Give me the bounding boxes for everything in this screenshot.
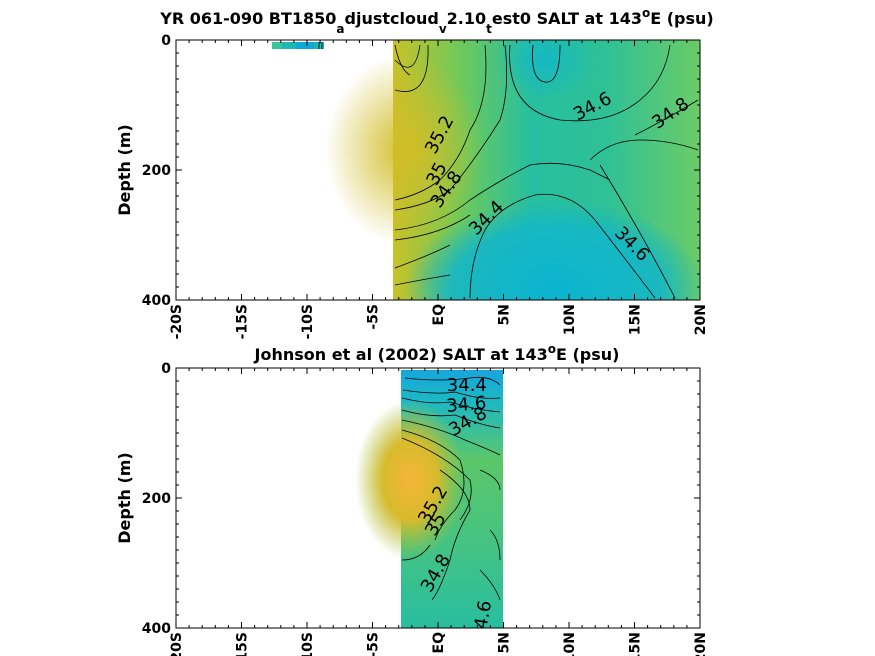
panel-1-fresh-core xyxy=(405,200,700,300)
x-tick-label: -10S xyxy=(300,632,316,656)
panel-1: YR 061-090 BT1850adjustcloudv2.10test0 S… xyxy=(115,6,714,339)
x-tick-label: 10N xyxy=(562,632,578,656)
panel-1-y-ticks: 0 200 400 xyxy=(142,33,700,309)
x-tick-label: -20S xyxy=(169,632,185,656)
x-tick-label: -15S xyxy=(235,632,251,656)
x-tick-label: EQ xyxy=(431,304,447,326)
y-tick-label: 200 xyxy=(142,491,171,507)
y-tick-label: 0 xyxy=(161,361,171,377)
panel-1-title: YR 061-090 BT1850adjustcloudv2.10test0 S… xyxy=(159,6,713,36)
x-tick-label: 15N xyxy=(628,304,644,335)
panel-2-warm-core xyxy=(355,400,465,560)
panel-1-warm-core xyxy=(325,55,485,245)
panel-1-x-ticks: -20S -15S -10S -5S EQ 5N 10N 15N 20N xyxy=(169,40,709,339)
y-tick-label: 0 xyxy=(161,33,171,49)
y-tick-label: 200 xyxy=(142,163,171,179)
x-tick-label: -5S xyxy=(366,632,382,656)
x-tick-label: -5S xyxy=(366,304,382,330)
panel-1-ylabel: Depth (m) xyxy=(115,124,134,216)
x-tick-label: -20S xyxy=(169,304,185,339)
y-tick-label: 400 xyxy=(142,293,171,309)
panel-1-contours xyxy=(394,44,699,299)
y-tick-label: 400 xyxy=(142,621,171,637)
x-tick-label: 10N xyxy=(562,304,578,335)
x-tick-label: 15N xyxy=(628,632,644,656)
panel-2-title: Johnson et al (2002) SALT at 143oE (psu) xyxy=(254,342,620,364)
panel-2-contours xyxy=(401,376,501,601)
panel-1-fresh-surface xyxy=(495,40,595,100)
x-tick-label: 20N xyxy=(693,304,709,335)
x-tick-label: EQ xyxy=(431,632,447,654)
x-tick-label: 5N xyxy=(497,632,513,653)
panel-2-x-ticks: -20S -15S -10S -5S EQ 5N 10N 15N 20N xyxy=(169,368,709,656)
panel-2-ylabel: Depth (m) xyxy=(115,452,134,544)
x-tick-label: 5N xyxy=(497,304,513,325)
contour-label: 34.4 xyxy=(447,375,487,396)
x-tick-label: -15S xyxy=(235,304,251,339)
panel-2: Johnson et al (2002) SALT at 143oE (psu)… xyxy=(115,342,709,656)
x-tick-label: -10S xyxy=(300,304,316,339)
x-tick-label: 20N xyxy=(693,632,709,656)
contour-label: 34.6 xyxy=(445,393,487,417)
panel-2-y-ticks: 0 200 400 xyxy=(142,361,700,637)
